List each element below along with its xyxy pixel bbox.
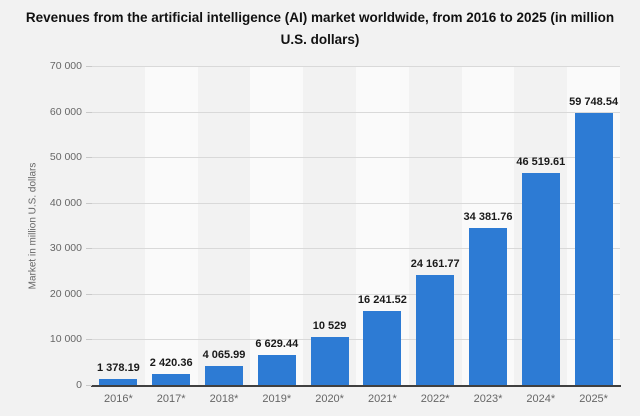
y-tick-label: 60 000 bbox=[49, 105, 82, 118]
bar-value-label: 6 629.44 bbox=[255, 337, 299, 350]
x-tick-label: 2024* bbox=[526, 393, 556, 405]
x-axis-line bbox=[91, 385, 621, 387]
y-axis-title: Market in million U.S. dollars bbox=[27, 162, 39, 290]
gridline bbox=[92, 111, 620, 113]
y-tick-label: 50 000 bbox=[49, 151, 82, 164]
bar-value-label: 46 519.61 bbox=[516, 156, 566, 168]
gridline bbox=[92, 202, 620, 204]
bar[interactable] bbox=[363, 311, 402, 385]
bar[interactable] bbox=[257, 354, 296, 385]
bar[interactable] bbox=[521, 173, 560, 385]
y-tick-label: 10 000 bbox=[49, 333, 82, 346]
plot-band bbox=[144, 66, 198, 385]
gridline bbox=[92, 293, 620, 295]
x-tick-label: 2022* bbox=[420, 393, 450, 405]
bar[interactable] bbox=[469, 228, 507, 385]
bar-value-label: 59 748.54 bbox=[569, 95, 619, 108]
x-tick-label: 2016* bbox=[104, 393, 133, 405]
bar-value-label: 2 420.36 bbox=[149, 356, 193, 369]
bar-value-label: 1 378.19 bbox=[96, 361, 140, 374]
y-tick-label: 20 000 bbox=[49, 287, 82, 300]
x-tick-label: 2018* bbox=[209, 393, 239, 405]
x-tick-label: 2020* bbox=[315, 393, 344, 405]
x-tick-label: 2023* bbox=[473, 393, 503, 405]
y-tick-label: 70 000 bbox=[49, 60, 82, 72]
x-tick-label: 2017* bbox=[156, 393, 186, 405]
bar[interactable] bbox=[416, 274, 455, 385]
x-tick-label: 2019* bbox=[262, 393, 292, 405]
bar[interactable] bbox=[152, 373, 191, 385]
bar-value-label: 16 241.52 bbox=[357, 293, 407, 306]
y-tick-label: 0 bbox=[76, 379, 82, 391]
x-tick-label: 2021* bbox=[368, 393, 397, 405]
y-tick-label: 30 000 bbox=[49, 242, 82, 255]
bar-value-label: 10 529 bbox=[312, 320, 347, 333]
plot-band bbox=[197, 66, 251, 385]
bar[interactable] bbox=[205, 366, 243, 385]
plot-band bbox=[92, 66, 145, 385]
y-tick-mark bbox=[86, 385, 92, 386]
plot-band bbox=[250, 66, 304, 385]
gridline bbox=[92, 339, 620, 341]
plot-area: 1 378.19 2 420.36 4 065.99 6 629.44 10 529 16… bbox=[92, 66, 620, 385]
gridline bbox=[92, 248, 620, 250]
bar[interactable] bbox=[574, 112, 613, 385]
x-tick-label: 2025* bbox=[579, 393, 608, 405]
gridline bbox=[92, 157, 620, 159]
bar[interactable] bbox=[310, 337, 349, 385]
plot-band bbox=[303, 66, 356, 385]
chart-title: Revenues from the artificial intelligenc… bbox=[25, 10, 615, 47]
bar-value-label: 34 381.76 bbox=[463, 211, 513, 224]
bar-value-label: 4 065.99 bbox=[202, 349, 246, 362]
y-tick-label: 40 000 bbox=[49, 196, 82, 209]
bar-value-label: 24 161.77 bbox=[410, 257, 460, 270]
gridline bbox=[92, 66, 620, 67]
bar[interactable] bbox=[99, 378, 138, 385]
